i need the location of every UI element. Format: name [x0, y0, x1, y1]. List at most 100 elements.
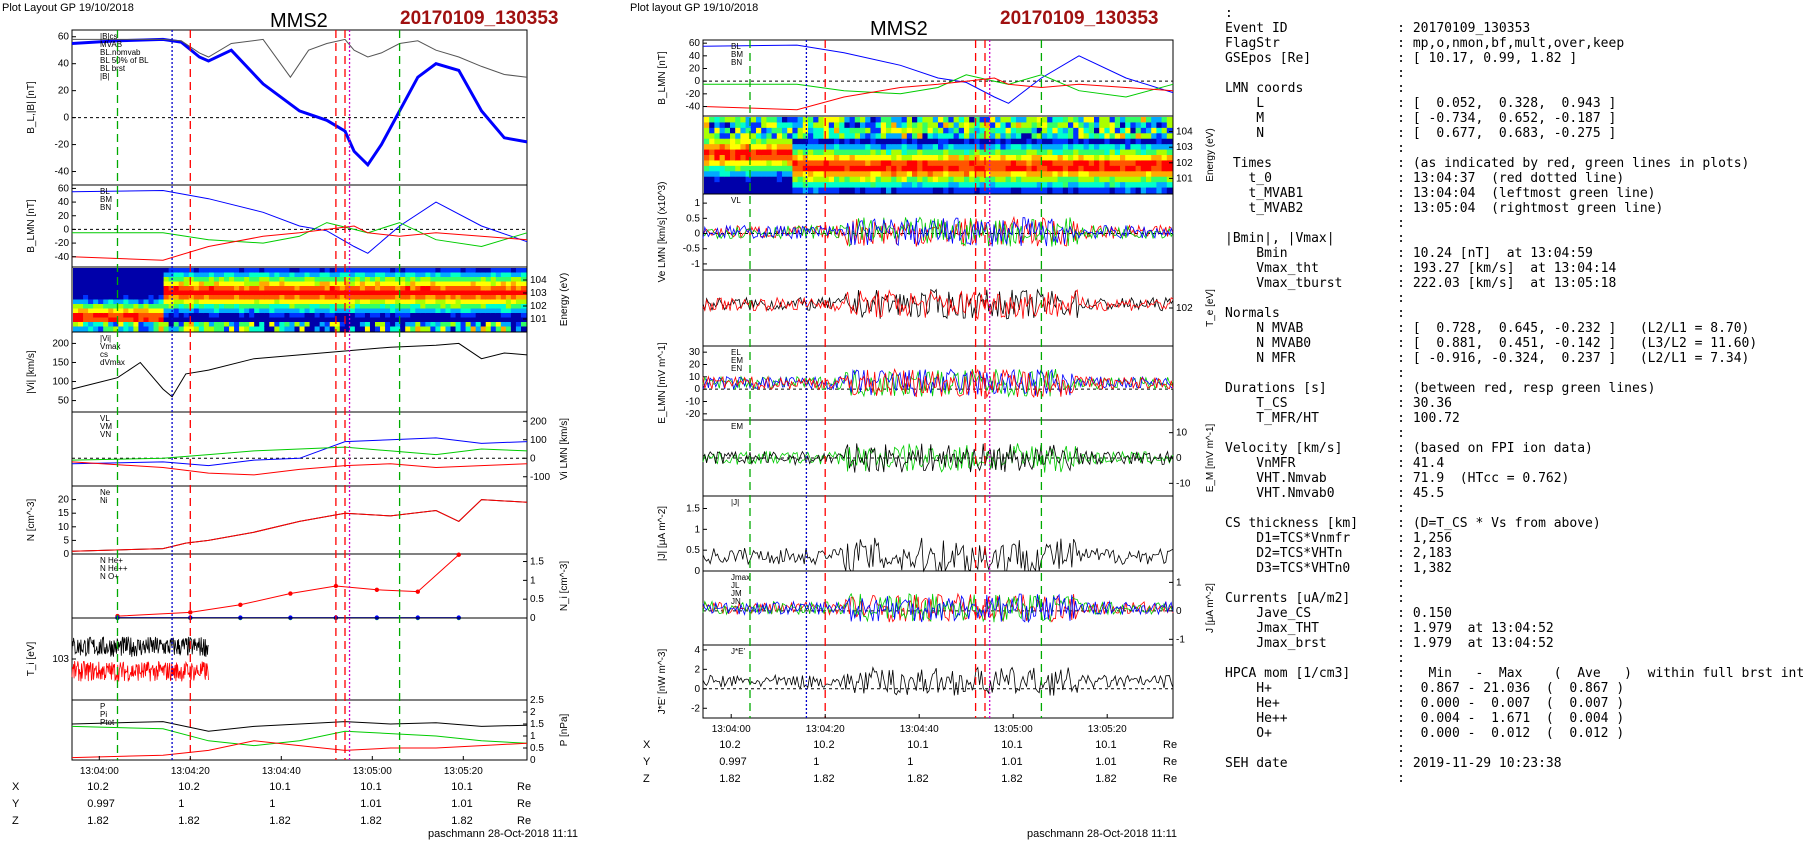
spectrogram-cell	[1062, 155, 1069, 161]
spectrogram-cell	[808, 144, 814, 151]
spectrogram-cell	[1135, 144, 1142, 151]
spectrogram-cell	[1146, 176, 1152, 183]
spectrogram-cell	[425, 299, 431, 305]
spectrogram-cell	[714, 133, 721, 140]
spectrogram-cell	[1130, 160, 1137, 167]
spectrogram-cell	[440, 322, 446, 327]
spectrogram-cell	[906, 144, 913, 151]
spectrogram-cell	[818, 122, 825, 129]
spectrogram-cell	[450, 322, 457, 327]
spectrogram-cell	[964, 187, 970, 194]
spectrogram-cell	[103, 326, 109, 332]
spectrogram-cell	[249, 290, 255, 296]
spectrogram-cell	[339, 272, 346, 278]
spectrogram-cell	[183, 304, 190, 309]
spectrogram-cell	[938, 117, 944, 123]
spectrogram-cell	[385, 272, 391, 278]
spectrogram-cell	[802, 165, 809, 172]
spectrogram-cell	[1047, 176, 1053, 183]
info-line: Event ID : 20170109_130353	[1225, 21, 1531, 36]
noise-series-line	[702, 216, 1174, 247]
spectrogram-cell	[395, 322, 401, 327]
spectrogram-cell	[709, 171, 715, 178]
spectrogram-cell	[390, 317, 396, 323]
spectrogram-cell	[1104, 187, 1111, 194]
spectrogram-cell	[995, 176, 1001, 183]
spectrogram-cell	[380, 268, 386, 273]
spectrogram-cell	[183, 299, 190, 305]
y-tick-label: 0.5	[686, 213, 700, 224]
spectrogram-cell	[264, 295, 270, 300]
spectrogram-cell	[188, 281, 195, 287]
spectrogram-cell	[188, 268, 195, 273]
spectrogram-cell	[932, 133, 939, 140]
spectrogram-cell	[480, 268, 487, 273]
spectrogram-cell	[334, 277, 341, 282]
spectrogram-cell	[158, 277, 165, 282]
spectrogram-cell	[505, 272, 512, 278]
spectrogram-cell	[964, 144, 970, 151]
spectrogram-cell	[485, 295, 492, 300]
spectrogram-cell	[932, 165, 939, 172]
spectrogram-cell	[324, 313, 331, 318]
spectrogram-cell	[465, 326, 472, 332]
spectrogram-cell	[870, 117, 877, 123]
spectrogram-cell	[1114, 127, 1121, 134]
spectrogram-cell	[390, 286, 396, 291]
spectrogram-cell	[93, 281, 99, 287]
spectrogram-cell	[932, 117, 939, 123]
spectrogram-cell	[714, 160, 721, 167]
y-tick-label: -1	[1176, 634, 1185, 645]
spectrogram-cell	[289, 322, 295, 327]
spectrogram-cell	[178, 322, 185, 327]
spectrogram-cell	[922, 117, 929, 123]
spectrogram-cell	[229, 277, 235, 282]
spectrogram-cell	[415, 326, 421, 332]
spectrogram-cell	[750, 155, 757, 161]
spectrogram-cell	[103, 317, 109, 323]
spectrogram-cell	[1135, 165, 1142, 172]
spectrogram-cell	[943, 176, 949, 183]
spectrogram-cell	[1047, 160, 1053, 167]
spectrogram-cell	[193, 304, 200, 309]
spectrogram-cell	[410, 272, 416, 278]
spectrogram-cell	[901, 122, 908, 129]
spectrogram-cell	[415, 286, 421, 291]
spectrogram-cell	[1130, 144, 1137, 151]
legend-label: Ni	[100, 496, 108, 505]
spectrogram-cell	[460, 295, 467, 300]
info-line: :	[1225, 291, 1406, 306]
spectrogram-cell	[740, 144, 747, 151]
spectrogram-cell	[405, 295, 411, 300]
spectrogram-cell	[369, 326, 376, 332]
spectrogram-cell	[279, 308, 285, 314]
spectrogram-cell	[274, 304, 280, 309]
spectrogram-cell	[1114, 149, 1121, 156]
spectrogram-cell	[860, 171, 866, 178]
spectrogram-cell	[249, 277, 255, 282]
position-value: 10.1	[1095, 739, 1117, 751]
spectrogram-cell	[138, 268, 144, 273]
spectrogram-cell	[1016, 144, 1022, 151]
spectrogram-cell	[1021, 171, 1027, 178]
spectrogram-cell	[1161, 138, 1168, 145]
spectrogram-cell	[912, 133, 918, 140]
spectrogram-cell	[813, 122, 819, 129]
spectrogram-cell	[782, 149, 788, 156]
spectrogram-cell	[395, 295, 401, 300]
spectrogram-cell	[239, 308, 245, 314]
spectrogram-cell	[730, 133, 736, 140]
spectrogram-cell	[259, 268, 265, 273]
spectrogram-cell	[1125, 138, 1131, 145]
spectrogram-cell	[475, 277, 482, 282]
spectrogram-cell	[410, 304, 416, 309]
spectrogram-cell	[1073, 138, 1079, 145]
spectrogram-cell	[1156, 117, 1163, 123]
spectrogram-cell	[1031, 165, 1038, 172]
spectrogram-cell	[158, 290, 165, 296]
spectrogram-cell	[505, 304, 512, 309]
spectrogram-cell	[495, 299, 502, 305]
info-line: N : [ 0.677, 0.683, -0.275 ]	[1225, 126, 1617, 141]
spectrogram-cell	[854, 155, 861, 161]
spectrogram-cell	[319, 268, 326, 273]
